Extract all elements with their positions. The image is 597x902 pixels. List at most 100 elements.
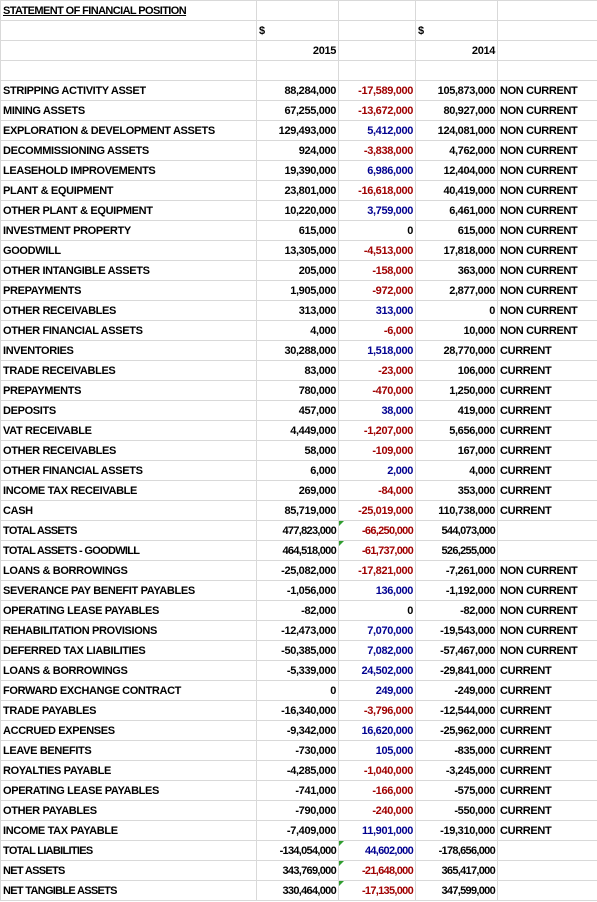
data-row: ROYALTIES PAYABLE -4,285,000 -1,040,000 -3,… xyxy=(0,760,597,781)
classification: NON CURRENT xyxy=(497,140,597,161)
amount-2015: 4,449,000 xyxy=(256,420,339,441)
data-row: FORWARD EXCHANGE CONTRACT 0 249,000 -249,00… xyxy=(0,680,597,701)
classification: CURRENT xyxy=(497,820,597,841)
change: 1,518,000 xyxy=(338,340,416,361)
cell xyxy=(256,60,339,81)
classification: CURRENT xyxy=(497,700,597,721)
line-item: INCOME TAX RECEIVABLE xyxy=(0,480,257,501)
classification: CURRENT xyxy=(497,480,597,501)
line-item: PLANT & EQUIPMENT xyxy=(0,180,257,201)
amount-2014: -1,192,000 xyxy=(415,580,498,601)
amount-2014: -3,245,000 xyxy=(415,760,498,781)
data-row: OPERATING LEASE PAYABLES -82,000 0 -82,000 N… xyxy=(0,600,597,621)
amount-2014: 10,000 xyxy=(415,320,498,341)
change: 6,986,000 xyxy=(338,160,416,181)
amount-2015: 30,288,000 xyxy=(256,340,339,361)
amount-2014: -249,000 xyxy=(415,680,498,701)
data-row: OPERATING LEASE PAYABLES -741,000 -166,000… xyxy=(0,780,597,801)
change: -25,019,000 xyxy=(338,500,416,521)
classification: CURRENT xyxy=(497,800,597,821)
amount-2015: 19,390,000 xyxy=(256,160,339,181)
line-item: FORWARD EXCHANGE CONTRACT xyxy=(0,680,257,701)
amount-2014: 106,000 xyxy=(415,360,498,381)
data-row: OTHER PAYABLES -790,000 -240,000 -550,000 CU… xyxy=(0,800,597,821)
data-row: SEVERANCE PAY BENEFIT PAYABLES -1,056,000… xyxy=(0,580,597,601)
amount-2014: 17,818,000 xyxy=(415,240,498,261)
amount-2015: 85,719,000 xyxy=(256,500,339,521)
total-row: TOTAL ASSETS 477,823,000 -66,250,000 544,07… xyxy=(0,520,597,541)
amount-2015: 457,000 xyxy=(256,400,339,421)
data-row: EXPLORATION & DEVELOPMENT ASSETS 129,493,… xyxy=(0,120,597,141)
change: -166,000 xyxy=(338,780,416,801)
classification xyxy=(497,840,597,861)
amount-2015: -25,082,000 xyxy=(256,560,339,581)
data-row: STRIPPING ACTIVITY ASSET 88,284,000 -17,58… xyxy=(0,80,597,101)
amount-2014: -57,467,000 xyxy=(415,640,498,661)
change: -4,513,000 xyxy=(338,240,416,261)
data-row: INVENTORIES 30,288,000 1,518,000 28,770,000… xyxy=(0,340,597,361)
currency-row: $ $ xyxy=(0,20,597,41)
amount-2014: 124,081,000 xyxy=(415,120,498,141)
change: 136,000 xyxy=(338,580,416,601)
amount-2015: -790,000 xyxy=(256,800,339,821)
line-item: OTHER RECEIVABLES xyxy=(0,300,257,321)
amount-2014: 363,000 xyxy=(415,260,498,281)
amount-2014: 5,656,000 xyxy=(415,420,498,441)
line-item: NET TANGIBLE ASSETS xyxy=(0,880,257,901)
data-row: CASH 85,719,000 -25,019,000 110,738,000 CURR… xyxy=(0,500,597,521)
change: -972,000 xyxy=(338,280,416,301)
data-row: INVESTMENT PROPERTY 615,000 0 615,000 NON CU… xyxy=(0,220,597,241)
classification: CURRENT xyxy=(497,680,597,701)
change: 7,082,000 xyxy=(338,640,416,661)
change: -17,821,000 xyxy=(338,560,416,581)
classification: CURRENT xyxy=(497,440,597,461)
amount-2015: 58,000 xyxy=(256,440,339,461)
amount-2014: 167,000 xyxy=(415,440,498,461)
line-item: EXPLORATION & DEVELOPMENT ASSETS xyxy=(0,120,257,141)
amount-2015: 67,255,000 xyxy=(256,100,339,121)
cell xyxy=(338,40,416,61)
amount-2015: -5,339,000 xyxy=(256,660,339,681)
classification: CURRENT xyxy=(497,400,597,421)
cell xyxy=(338,20,416,41)
line-item: LOANS & BORROWINGS xyxy=(0,660,257,681)
classification: CURRENT xyxy=(497,500,597,521)
change: -84,000 xyxy=(338,480,416,501)
line-item: SEVERANCE PAY BENEFIT PAYABLES xyxy=(0,580,257,601)
amount-2014: 526,255,000 xyxy=(415,540,498,561)
line-item: LEAVE BENEFITS xyxy=(0,740,257,761)
line-item: INVENTORIES xyxy=(0,340,257,361)
amount-2015: 780,000 xyxy=(256,380,339,401)
amount-2014: -19,543,000 xyxy=(415,620,498,641)
line-item: DEFERRED TAX LIABILITIES xyxy=(0,640,257,661)
total-row: TOTAL ASSETS - GOODWILL 464,518,000 -61,73… xyxy=(0,540,597,561)
line-item: TOTAL ASSETS xyxy=(0,520,257,541)
amount-2015: 13,305,000 xyxy=(256,240,339,261)
data-row: VAT RECEIVABLE 4,449,000 -1,207,000 5,656,0… xyxy=(0,420,597,441)
classification: NON CURRENT xyxy=(497,260,597,281)
currency-label: $ xyxy=(256,20,339,41)
amount-2015: 269,000 xyxy=(256,480,339,501)
change: 2,000 xyxy=(338,460,416,481)
amount-2015: -7,409,000 xyxy=(256,820,339,841)
amount-2015: 330,464,000 xyxy=(256,880,339,901)
data-row: LEAVE BENEFITS -730,000 105,000 -835,000 CUR… xyxy=(0,740,597,761)
cell xyxy=(415,0,498,21)
total-row: TOTAL LIABILITIES -134,054,000 44,602,000-… xyxy=(0,840,597,861)
data-row: DEFERRED TAX LIABILITIES -50,385,000 7,082… xyxy=(0,640,597,661)
blank-row xyxy=(0,60,597,81)
line-item: ACCRUED EXPENSES xyxy=(0,720,257,741)
amount-2014: 615,000 xyxy=(415,220,498,241)
classification: CURRENT xyxy=(497,420,597,441)
classification: CURRENT xyxy=(497,760,597,781)
change: -61,737,000 xyxy=(338,540,416,561)
data-row: PLANT & EQUIPMENT 23,801,000 -16,618,000 40… xyxy=(0,180,597,201)
line-item: OTHER FINANCIAL ASSETS xyxy=(0,460,257,481)
classification: NON CURRENT xyxy=(497,620,597,641)
amount-2015: 10,220,000 xyxy=(256,200,339,221)
line-item: TRADE RECEIVABLES xyxy=(0,360,257,381)
year-row: 2015 2014 xyxy=(0,40,597,61)
amount-2014: -178,656,000 xyxy=(415,840,498,861)
classification: NON CURRENT xyxy=(497,320,597,341)
